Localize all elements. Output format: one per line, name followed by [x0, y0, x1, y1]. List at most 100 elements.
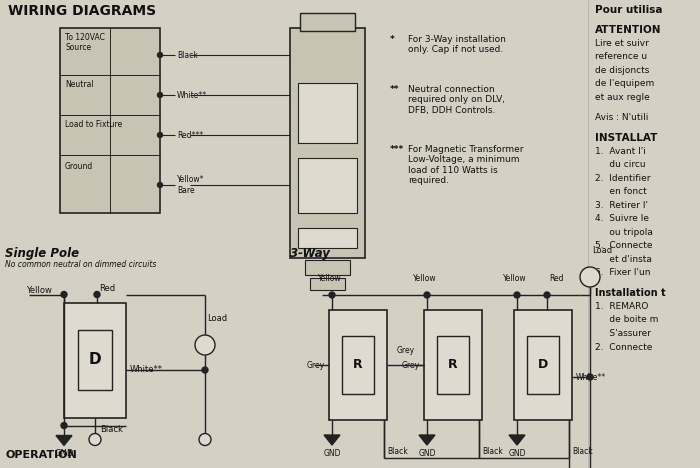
Text: OPERATION: OPERATION — [5, 450, 77, 460]
Text: D: D — [538, 358, 548, 372]
Text: Grey: Grey — [402, 360, 420, 370]
Circle shape — [61, 292, 67, 298]
Circle shape — [514, 292, 520, 298]
Circle shape — [158, 132, 162, 138]
Text: GND: GND — [323, 449, 341, 458]
Bar — [298, 228, 357, 248]
Text: White**: White** — [130, 366, 163, 374]
Text: Yellow: Yellow — [413, 274, 437, 283]
Text: Ground: Ground — [65, 162, 93, 171]
Text: ATTENTION: ATTENTION — [595, 25, 662, 35]
Circle shape — [199, 433, 211, 446]
Text: Black: Black — [177, 51, 197, 59]
Text: GND: GND — [55, 449, 74, 459]
Text: de boite m: de boite m — [595, 315, 659, 324]
Bar — [64, 302, 126, 417]
Circle shape — [89, 433, 101, 446]
Text: du circu: du circu — [595, 160, 645, 169]
Text: Load: Load — [592, 246, 612, 255]
Circle shape — [61, 423, 67, 429]
Bar — [298, 158, 357, 213]
Circle shape — [158, 93, 162, 97]
Text: 6.  Fixer l'un: 6. Fixer l'un — [595, 268, 650, 277]
Text: Lire et suivr: Lire et suivr — [595, 39, 649, 48]
Text: de l'equipem: de l'equipem — [595, 79, 654, 88]
Text: Installation t: Installation t — [595, 288, 666, 299]
Polygon shape — [324, 435, 340, 445]
Text: D: D — [89, 352, 102, 367]
Circle shape — [94, 292, 100, 298]
Text: Neutral: Neutral — [65, 80, 94, 89]
Text: *: * — [390, 35, 395, 44]
Text: Red: Red — [549, 274, 564, 283]
Text: et d'insta: et d'insta — [595, 255, 652, 264]
Text: WIRING DIAGRAMS: WIRING DIAGRAMS — [8, 4, 156, 18]
Circle shape — [587, 374, 593, 380]
Polygon shape — [419, 435, 435, 445]
Text: de disjoncts: de disjoncts — [595, 66, 650, 75]
Bar — [78, 330, 112, 390]
Text: No common neutral on dimmed circuits: No common neutral on dimmed circuits — [5, 260, 156, 269]
Text: Pour utilisa: Pour utilisa — [595, 5, 662, 15]
Bar — [305, 260, 350, 275]
Text: 1.  Avant l'i: 1. Avant l'i — [595, 147, 646, 156]
Circle shape — [158, 52, 162, 58]
Text: Yellow: Yellow — [318, 274, 342, 283]
Bar — [290, 28, 365, 258]
Bar — [329, 310, 387, 420]
Text: 2.  Identifier: 2. Identifier — [595, 174, 650, 183]
Text: Load to Fixture: Load to Fixture — [65, 120, 122, 129]
Text: R: R — [354, 358, 363, 372]
Bar — [514, 310, 572, 420]
Text: R: R — [448, 358, 458, 372]
Text: INSTALLAT: INSTALLAT — [595, 133, 657, 143]
Text: Black: Black — [572, 447, 593, 456]
Text: White**: White** — [177, 90, 207, 100]
Text: 1.  REMARO: 1. REMARO — [595, 302, 648, 311]
Text: en fonct: en fonct — [595, 187, 647, 196]
Polygon shape — [509, 435, 525, 445]
Bar — [310, 278, 345, 290]
Bar — [424, 310, 482, 420]
Text: GND: GND — [419, 449, 435, 458]
Text: Single Pole: Single Pole — [5, 247, 79, 260]
Text: White**: White** — [576, 373, 606, 381]
Circle shape — [202, 367, 208, 373]
Text: 3-Way: 3-Way — [290, 247, 330, 260]
Bar — [437, 336, 469, 394]
Circle shape — [424, 292, 430, 298]
Text: reference u: reference u — [595, 52, 647, 61]
Text: Black: Black — [387, 447, 407, 456]
Text: ***: *** — [390, 145, 405, 154]
Circle shape — [158, 183, 162, 188]
Text: Yellow*
Bare: Yellow* Bare — [177, 176, 204, 195]
Text: Load: Load — [207, 314, 227, 323]
Polygon shape — [56, 436, 72, 446]
Text: Black: Black — [482, 447, 503, 456]
Text: et aux regle: et aux regle — [595, 93, 650, 102]
Circle shape — [329, 292, 335, 298]
Text: **: ** — [390, 85, 400, 94]
Text: Red: Red — [99, 284, 115, 293]
Circle shape — [195, 335, 215, 355]
Text: Yellow: Yellow — [503, 274, 527, 283]
Text: For Magnetic Transformer
Low-Voltage, a minimum
load of 110 Watts is
required.: For Magnetic Transformer Low-Voltage, a … — [408, 145, 524, 185]
Text: 5.  Connecte: 5. Connecte — [595, 241, 652, 250]
Circle shape — [580, 267, 600, 287]
Text: S'assurer: S'assurer — [595, 329, 651, 338]
Bar — [527, 336, 559, 394]
Text: Red***: Red*** — [177, 131, 203, 139]
Text: Yellow: Yellow — [26, 286, 52, 295]
Bar — [342, 336, 374, 394]
Text: GND: GND — [508, 449, 526, 458]
Text: Neutral connection
required only on DLV,
DFB, DDH Controls.: Neutral connection required only on DLV,… — [408, 85, 505, 115]
Bar — [300, 13, 355, 31]
Bar — [298, 83, 357, 143]
Text: 4.  Suivre le: 4. Suivre le — [595, 214, 649, 223]
Text: 3.  Retirer l': 3. Retirer l' — [595, 201, 648, 210]
Text: 2.  Connecte: 2. Connecte — [595, 343, 652, 351]
Text: Grey: Grey — [307, 360, 325, 370]
Text: Black: Black — [100, 425, 123, 434]
Text: For 3-Way installation
only. Cap if not used.: For 3-Way installation only. Cap if not … — [408, 35, 506, 54]
Text: To 120VAC
Source: To 120VAC Source — [65, 33, 105, 52]
